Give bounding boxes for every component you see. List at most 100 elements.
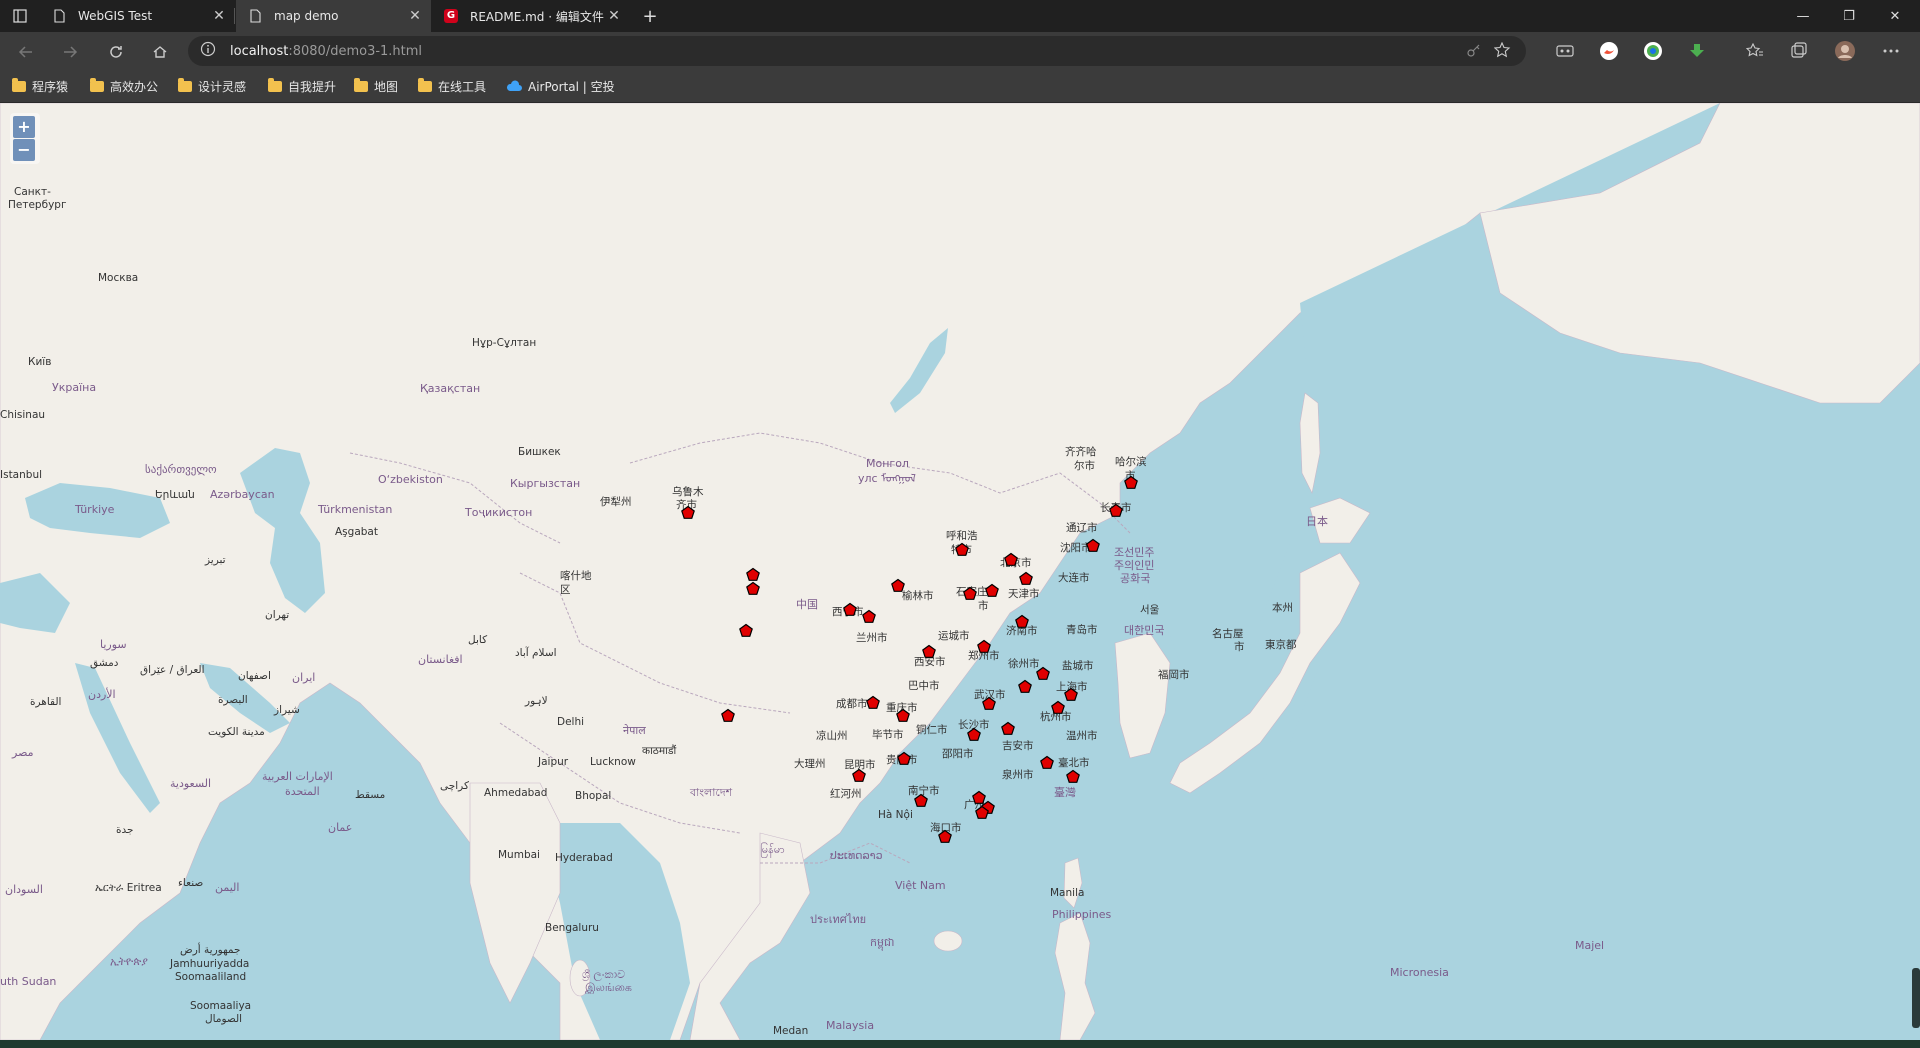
- zoom-in-button[interactable]: +: [13, 116, 35, 138]
- zoom-out-button[interactable]: −: [13, 139, 35, 161]
- map-label: 泉州市: [1002, 768, 1034, 781]
- city-marker-icon[interactable]: [1019, 571, 1033, 585]
- folder-icon: [178, 77, 192, 92]
- profile-avatar[interactable]: [1834, 40, 1856, 62]
- city-marker-icon[interactable]: [967, 727, 981, 741]
- map-canvas[interactable]: Санкт- Петербург Москва Київ Україна Chi…: [0, 103, 1920, 1040]
- city-marker-icon[interactable]: [938, 829, 952, 843]
- close-tab-icon[interactable]: ✕: [409, 8, 421, 24]
- map-label: Micronesia: [1390, 966, 1449, 979]
- eurasia-landmass: [0, 103, 1721, 1040]
- city-marker-icon[interactable]: [922, 644, 936, 658]
- arabian-sea: [240, 733, 520, 1040]
- city-marker-icon[interactable]: [1086, 538, 1100, 552]
- map-label: Majel: [1575, 939, 1604, 952]
- refresh-button[interactable]: [102, 38, 130, 66]
- tab-actions-icon[interactable]: [0, 0, 40, 32]
- bookmark-folder[interactable]: 地图: [354, 76, 398, 96]
- collections-icon[interactable]: [1788, 40, 1810, 62]
- city-marker-icon[interactable]: [1051, 700, 1065, 714]
- hokkaido: [1309, 497, 1371, 544]
- minimize-button[interactable]: —: [1796, 8, 1810, 24]
- immersive-reader-icon[interactable]: [1554, 40, 1576, 62]
- map-label: កម្ពុជា: [870, 936, 894, 951]
- more-menu-icon[interactable]: [1880, 40, 1902, 62]
- city-marker-icon[interactable]: [862, 609, 876, 623]
- map-label: Петербург: [8, 199, 66, 211]
- bookmark-folder[interactable]: 在线工具: [418, 76, 486, 96]
- bookmark-folder[interactable]: 设计灵感: [178, 76, 246, 96]
- favorites-icon[interactable]: [1744, 40, 1766, 62]
- map-label: 本州: [1272, 601, 1293, 614]
- city-marker-icon[interactable]: [866, 695, 880, 709]
- city-marker-icon[interactable]: [843, 602, 857, 616]
- city-marker-icon[interactable]: [1064, 687, 1078, 701]
- city-marker-icon[interactable]: [681, 505, 695, 519]
- forward-button[interactable]: [56, 38, 84, 66]
- city-marker-icon[interactable]: [721, 708, 735, 722]
- maximize-button[interactable]: ❐: [1843, 8, 1855, 24]
- city-marker-icon[interactable]: [1036, 666, 1050, 680]
- map-label: ශ්‍රී ලංකාව: [582, 968, 625, 982]
- tab-readme[interactable]: G README.md · 编辑文件 · DXnimo ✕: [432, 0, 630, 32]
- map-label: Việt Nam: [895, 879, 946, 892]
- close-window-button[interactable]: ✕: [1889, 8, 1901, 24]
- folder-icon: [268, 77, 282, 92]
- city-marker-icon[interactable]: [891, 578, 905, 592]
- city-marker-icon[interactable]: [746, 567, 760, 581]
- city-marker-icon[interactable]: [1018, 679, 1032, 693]
- city-marker-icon[interactable]: [972, 790, 986, 804]
- back-button[interactable]: [12, 38, 40, 66]
- city-marker-icon[interactable]: [977, 639, 991, 653]
- extension-chrome-icon[interactable]: [1642, 40, 1664, 62]
- city-marker-icon[interactable]: [955, 542, 969, 556]
- bookmark-airportal[interactable]: AirPortal | 空投: [506, 76, 615, 96]
- city-marker-icon[interactable]: [852, 768, 866, 782]
- map-label: 长沙市: [958, 718, 990, 731]
- map-label: 市: [978, 599, 989, 612]
- map-label: 铜仁市: [916, 723, 948, 736]
- city-marker-icon[interactable]: [1109, 503, 1123, 517]
- city-marker-icon[interactable]: [1004, 552, 1018, 566]
- key-icon[interactable]: [1466, 42, 1482, 62]
- side-widget[interactable]: [1912, 968, 1920, 1028]
- city-marker-icon[interactable]: [975, 805, 989, 819]
- tab-webgis-test[interactable]: WebGIS Test ✕: [40, 0, 235, 32]
- city-marker-icon[interactable]: [746, 581, 760, 595]
- city-marker-icon[interactable]: [897, 751, 911, 765]
- map-label: 红河州: [830, 787, 862, 800]
- close-tab-icon[interactable]: ✕: [608, 8, 620, 24]
- map-label: Aşgabat: [335, 526, 378, 538]
- city-marker-icon[interactable]: [982, 696, 996, 710]
- japan-islands: [1169, 552, 1361, 794]
- extension-swift-icon[interactable]: [1598, 40, 1620, 62]
- map-label: Türkmenistan: [317, 503, 392, 516]
- city-marker-icon[interactable]: [985, 583, 999, 597]
- bookmark-folder[interactable]: 自我提升: [268, 76, 336, 96]
- bookmark-folder[interactable]: 程序猿: [12, 76, 68, 96]
- city-marker-icon[interactable]: [914, 793, 928, 807]
- extension-download-icon[interactable]: [1686, 40, 1708, 62]
- city-marker-icon[interactable]: [1066, 769, 1080, 783]
- city-marker-icon[interactable]: [739, 623, 753, 637]
- map-label: شيراز: [273, 704, 300, 716]
- map-label: 武汉市: [974, 688, 1006, 701]
- add-favorite-icon[interactable]: [1493, 41, 1512, 62]
- city-marker-icon[interactable]: [1015, 614, 1029, 628]
- close-tab-icon[interactable]: ✕: [213, 8, 225, 24]
- map-label: ኤርትራ Eritrea: [95, 882, 162, 894]
- map-label: 杭州市: [1040, 710, 1072, 723]
- city-marker-icon[interactable]: [1040, 755, 1054, 769]
- city-marker-icon[interactable]: [896, 708, 910, 722]
- map-viewport[interactable]: Санкт- Петербург Москва Київ Україна Chi…: [0, 103, 1920, 1040]
- bookmark-folder[interactable]: 高效办公: [90, 76, 158, 96]
- home-button[interactable]: [146, 38, 174, 66]
- city-marker-icon[interactable]: [1124, 475, 1138, 489]
- bookmark-label: 设计灵感: [198, 79, 247, 94]
- city-marker-icon[interactable]: [1001, 721, 1015, 735]
- new-tab-button[interactable]: +: [642, 5, 658, 27]
- tab-map-demo[interactable]: map demo ✕: [236, 0, 431, 32]
- address-input[interactable]: localhost:8080/demo3-1.html: [188, 36, 1526, 66]
- info-icon[interactable]: [200, 41, 220, 61]
- city-marker-icon[interactable]: [963, 586, 977, 600]
